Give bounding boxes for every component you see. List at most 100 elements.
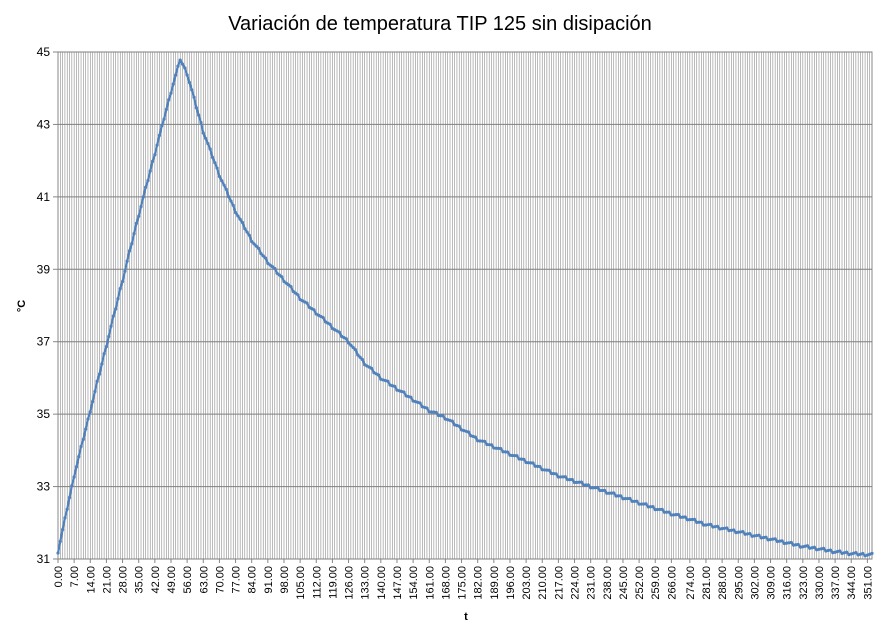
data-point <box>542 468 547 472</box>
data-point <box>199 120 203 125</box>
data-point <box>748 531 752 536</box>
chart-title: Variación de temperatura TIP 125 sin dis… <box>228 13 652 35</box>
data-point <box>480 439 484 443</box>
data-point <box>715 524 720 528</box>
data-point <box>116 297 120 301</box>
data-point <box>427 410 431 414</box>
x-tick-label: 351.00 <box>862 566 874 600</box>
data-point <box>102 352 106 356</box>
data-point <box>286 283 291 287</box>
data-point <box>180 62 185 66</box>
data-point <box>349 343 353 347</box>
data-point <box>812 545 816 549</box>
data-point <box>589 486 593 490</box>
x-axis-ticks: 0.00 7.00 14.00 21.00 28.00 35.00 42.00 49.00 56… <box>53 559 874 600</box>
data-point <box>572 480 577 485</box>
data-point <box>229 199 233 203</box>
data-point <box>805 544 810 548</box>
data-point <box>780 539 784 543</box>
data-point <box>174 73 178 77</box>
data-point <box>570 477 574 482</box>
data-point <box>441 414 445 418</box>
data-point <box>118 286 122 291</box>
y-axis-label: °C <box>16 300 28 312</box>
data-point <box>344 337 348 341</box>
data-point <box>201 131 205 135</box>
y-tick-label: 33 <box>37 480 51 494</box>
data-point <box>639 502 644 506</box>
data-point <box>821 546 826 550</box>
x-tick-label: 252.00 <box>634 566 646 600</box>
data-point <box>625 496 630 501</box>
data-point <box>141 195 145 199</box>
data-point <box>536 464 540 468</box>
data-point <box>261 254 265 258</box>
data-point <box>586 483 590 487</box>
data-point <box>220 179 224 183</box>
data-point <box>559 475 563 479</box>
data-point <box>171 82 175 86</box>
data-point <box>854 550 858 555</box>
data-point <box>568 477 572 482</box>
data-point <box>487 443 491 447</box>
y-tick-label: 37 <box>37 335 51 349</box>
x-tick-label: 168.00 <box>440 566 452 600</box>
data-point <box>162 117 166 121</box>
data-point <box>134 221 138 226</box>
data-point <box>595 486 600 490</box>
data-point <box>697 520 701 524</box>
data-point <box>107 334 111 339</box>
data-point <box>120 279 125 284</box>
data-point <box>547 468 551 472</box>
data-point <box>127 249 132 253</box>
x-tick-label: 295.00 <box>733 566 745 600</box>
x-tick-label: 91.00 <box>263 566 275 594</box>
data-point <box>605 491 609 495</box>
data-point <box>708 522 713 526</box>
x-tick-label: 133.00 <box>360 566 372 600</box>
data-point <box>540 468 544 472</box>
data-point <box>65 507 69 511</box>
x-tick-label: 70.00 <box>214 566 226 594</box>
data-point <box>457 424 461 428</box>
data-point <box>245 230 249 234</box>
data-point <box>358 355 362 359</box>
data-point <box>635 499 639 503</box>
data-point <box>450 419 454 423</box>
x-tick-label: 35.00 <box>134 566 146 594</box>
x-tick-label: 98.00 <box>279 566 291 594</box>
data-point <box>526 461 531 465</box>
x-tick-label: 49.00 <box>166 566 178 594</box>
data-point <box>582 483 586 487</box>
y-tick-label: 41 <box>37 190 51 204</box>
data-point <box>870 551 874 555</box>
data-point <box>67 495 72 500</box>
data-point <box>600 488 604 493</box>
data-point <box>434 410 438 414</box>
x-tick-label: 147.00 <box>392 566 404 600</box>
data-point <box>688 518 692 522</box>
x-tick-label: 7.00 <box>69 566 81 587</box>
data-point <box>473 435 477 439</box>
data-point <box>838 549 842 553</box>
data-point <box>160 124 164 128</box>
data-point <box>566 478 570 482</box>
data-point <box>575 480 579 484</box>
data-point <box>669 513 673 517</box>
x-tick-label: 63.00 <box>198 566 210 594</box>
x-tick-label: 274.00 <box>685 566 697 600</box>
data-point <box>213 161 217 165</box>
data-point <box>123 269 127 273</box>
data-point <box>61 527 65 532</box>
data-point <box>662 510 667 514</box>
data-point <box>192 95 196 99</box>
data-point <box>651 505 655 509</box>
x-tick-label: 238.00 <box>602 566 614 600</box>
data-point <box>167 98 171 102</box>
data-point <box>351 345 355 350</box>
data-point <box>155 143 159 147</box>
data-point <box>679 515 683 519</box>
data-point <box>579 480 584 484</box>
data-point <box>561 475 565 479</box>
data-point <box>280 275 284 279</box>
